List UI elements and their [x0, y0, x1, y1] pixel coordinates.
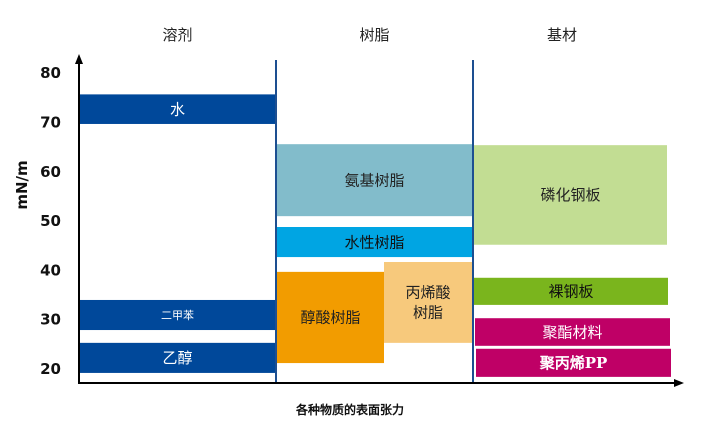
bar-10: [476, 348, 671, 377]
x-axis-arrow-icon: [674, 379, 684, 387]
y-tick-label: 30: [40, 311, 61, 329]
y-axis-arrow-icon: [75, 54, 83, 64]
category-label: 基材: [547, 26, 577, 44]
y-tick-label: 40: [40, 261, 61, 279]
bar-label: 聚酯材料: [542, 323, 602, 341]
y-tick-label: 70: [40, 114, 61, 132]
bar-label: 聚丙烯PP: [539, 354, 608, 372]
bar-label: 乙醇: [162, 349, 192, 367]
y-axis-label: mN/m: [13, 160, 31, 209]
bar-6: [384, 262, 472, 343]
bar-1: [80, 299, 275, 331]
x-axis-label: 各种物质的表面张力: [295, 402, 404, 417]
y-tick-label: 50: [40, 212, 61, 230]
y-tick-label: 80: [40, 64, 61, 82]
bar-label: 水: [170, 100, 185, 118]
bar-label: 树脂: [413, 304, 443, 322]
bar-0: [80, 94, 275, 124]
bar-label: 磷化钢板: [540, 186, 600, 204]
y-tick-label: 60: [40, 163, 61, 181]
bar-label: 丙烯酸: [405, 284, 450, 302]
bar-label: 二甲苯: [161, 308, 194, 322]
bar-3: [277, 144, 472, 217]
bar-label: 裸钢板: [548, 283, 593, 301]
bar-9: [475, 318, 670, 346]
y-tick-label: 20: [40, 360, 61, 378]
category-label: 溶剂: [162, 26, 192, 44]
bar-label: 醇酸树脂: [300, 309, 360, 327]
bar-8: [474, 277, 668, 305]
bar-label: 水性树脂: [344, 233, 404, 251]
category-label: 树脂: [359, 26, 389, 44]
bar-5: [277, 271, 384, 364]
bar-2: [80, 342, 275, 373]
bar-7: [474, 145, 667, 245]
bar-4: [277, 227, 472, 258]
bar-label: 氨基树脂: [344, 171, 404, 189]
